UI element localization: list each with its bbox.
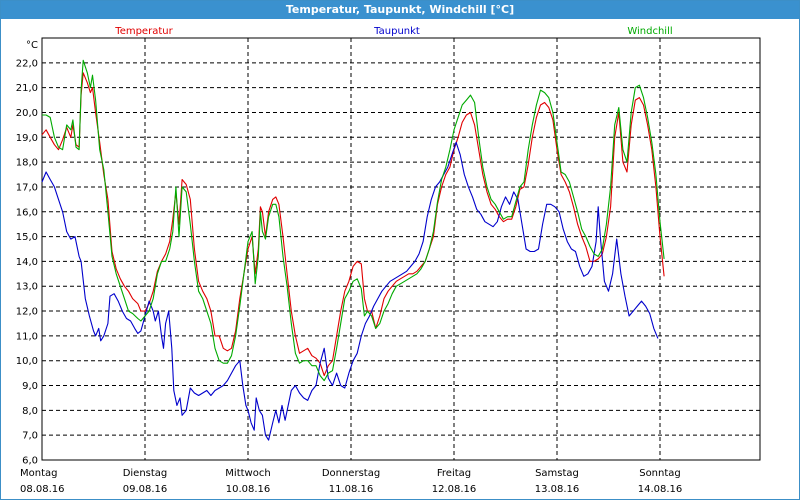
x-tick-day: Samstag — [535, 468, 579, 479]
series-line-windchill — [42, 59, 665, 382]
data-series — [41, 59, 665, 441]
x-axis-ticks: Montag 08.08.16 Dienstag 09.08.16 Mittwoch 10… — [20, 468, 682, 495]
x-tick-day: Montag — [20, 468, 57, 479]
y-tick-label: 18,0 — [16, 158, 38, 169]
y-tick-label: 6,0 — [22, 456, 38, 467]
x-tick-day: Mittwoch — [225, 468, 270, 479]
y-axis-unit-label: °C — [26, 40, 38, 51]
y-tick-label: 11,0 — [16, 331, 38, 342]
y-axis-ticks: 6,0 7,0 8,0 9,0 10,0 11,0 12,0 13,0 14,0 15,0 16,0… — [16, 58, 38, 466]
x-tick-date: 08.08.16 — [20, 484, 65, 495]
y-tick-label: 8,0 — [22, 406, 38, 417]
y-tick-label: 13,0 — [16, 282, 38, 293]
y-tick-label: 21,0 — [16, 83, 38, 94]
y-tick-label: 9,0 — [22, 381, 38, 392]
x-tick-day: Donnerstag — [322, 468, 380, 479]
y-tick-label: 16,0 — [16, 207, 38, 218]
y-tick-label: 19,0 — [16, 133, 38, 144]
y-tick-label: 20,0 — [16, 108, 38, 119]
y-tick-label: 15,0 — [16, 232, 38, 243]
x-tick-day: Dienstag — [123, 468, 168, 479]
x-tick-date: 13.08.16 — [535, 484, 580, 495]
x-tick-date: 12.08.16 — [432, 484, 477, 495]
chart-title: Temperatur, Taupunkt, Windchill [°C] — [285, 3, 515, 16]
x-tick-date: 11.08.16 — [329, 484, 374, 495]
y-tick-label: 7,0 — [22, 431, 38, 442]
y-tick-label: 22,0 — [16, 58, 38, 69]
x-tick-date: 14.08.16 — [638, 484, 683, 495]
x-tick-day: Sonntag — [639, 468, 681, 479]
legend: Temperatur Taupunkt Windchill — [114, 26, 672, 37]
grid-lines — [42, 38, 760, 460]
x-tick-day: Freitag — [437, 468, 471, 479]
y-tick-label: 14,0 — [16, 257, 38, 268]
x-tick-date: 09.08.16 — [123, 484, 168, 495]
y-tick-label: 12,0 — [16, 307, 38, 318]
series-line-taupunkt — [41, 141, 659, 441]
series-line-temperatur — [41, 72, 665, 377]
legend-entry-windchill: Windchill — [627, 26, 672, 37]
y-tick-label: 10,0 — [16, 356, 38, 367]
title-bar: Temperatur, Taupunkt, Windchill [°C] — [1, 1, 799, 19]
y-tick-label: 17,0 — [16, 182, 38, 193]
plot-area-frame — [41, 37, 761, 461]
legend-entry-temperatur: Temperatur — [114, 26, 173, 37]
x-tick-date: 10.08.16 — [226, 484, 271, 495]
legend-entry-taupunkt: Taupunkt — [373, 26, 420, 37]
